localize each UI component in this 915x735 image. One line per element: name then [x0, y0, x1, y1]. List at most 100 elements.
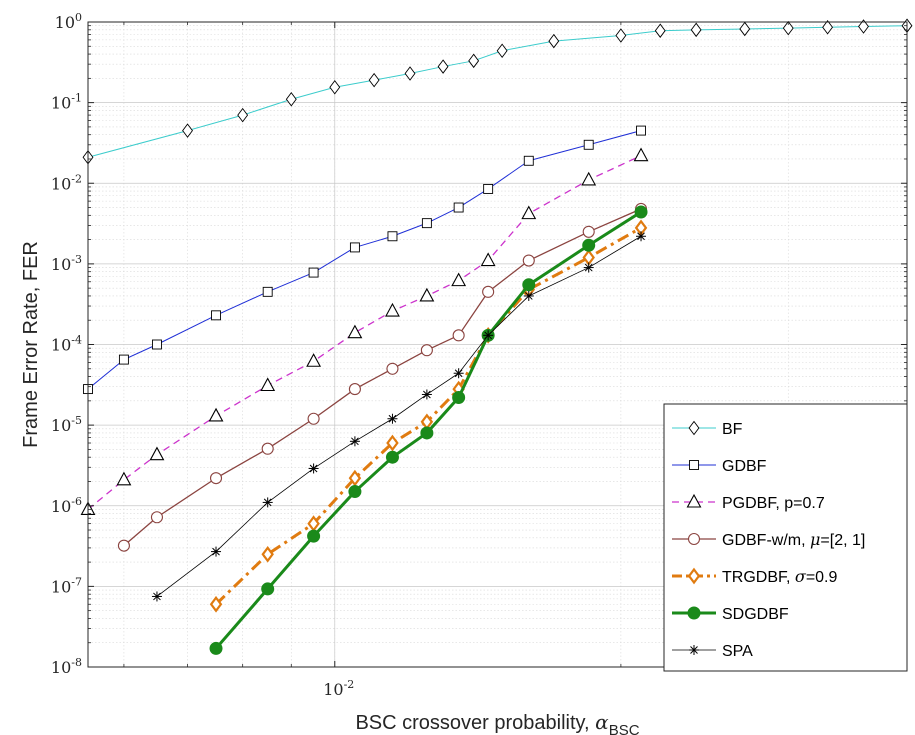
data-point — [421, 389, 432, 400]
data-point — [209, 472, 223, 485]
asterisk-stroke — [388, 414, 397, 423]
asterisk-stroke — [454, 369, 463, 378]
data-point — [522, 254, 535, 267]
data-point — [636, 125, 646, 136]
data-point — [152, 339, 162, 350]
data-point — [261, 545, 274, 563]
x-tick-label: 10-2 — [323, 678, 354, 699]
data-point — [208, 407, 224, 422]
data-point — [149, 446, 165, 461]
data-point — [150, 511, 164, 524]
legend-marker — [686, 493, 702, 508]
data-point — [368, 72, 380, 88]
y-tick-label: 100 — [55, 11, 82, 32]
data-point — [349, 436, 360, 447]
asterisk-stroke — [690, 646, 698, 654]
legend-marker — [688, 420, 700, 436]
data-point — [421, 218, 432, 229]
data-point — [386, 434, 399, 452]
series-1 — [83, 125, 646, 395]
data-point — [348, 383, 361, 396]
data-point — [452, 391, 466, 405]
x-axis-label: BSC crossover probability, αBSC — [355, 710, 639, 735]
asterisk-stroke — [309, 464, 318, 473]
data-point — [483, 183, 494, 194]
data-point — [387, 231, 398, 242]
data-point — [583, 262, 594, 273]
data-point — [348, 469, 362, 487]
series-2 — [80, 147, 649, 515]
legend-label: BF — [722, 421, 743, 438]
legend-marker — [689, 460, 699, 470]
data-point — [118, 354, 129, 365]
y-tick-label: 10-2 — [51, 172, 82, 193]
data-point — [386, 362, 399, 375]
data-point — [307, 412, 320, 425]
asterisk-stroke — [584, 263, 593, 272]
asterisk-stroke — [484, 331, 492, 340]
data-point — [182, 123, 193, 138]
data-point — [452, 329, 465, 342]
data-point — [634, 205, 648, 219]
data-point — [548, 33, 560, 49]
data-point — [482, 285, 495, 298]
legend-marker — [687, 606, 701, 620]
data-point — [116, 471, 132, 486]
data-point — [453, 202, 464, 213]
data-point — [582, 249, 595, 266]
data-point — [387, 413, 398, 424]
data-point — [261, 442, 274, 455]
data-point — [385, 450, 399, 464]
asterisk-stroke — [153, 592, 161, 601]
y-tick-label: 10-1 — [51, 92, 82, 113]
legend-label: TRGDBF, σ=0.9 — [722, 567, 838, 586]
legend-marker — [687, 567, 701, 585]
data-point — [308, 267, 319, 278]
data-point — [782, 20, 794, 36]
y-tick-label: 10-5 — [51, 414, 82, 435]
data-point — [260, 377, 276, 392]
series-line — [87, 25, 908, 158]
data-point — [581, 171, 597, 186]
legend-marker — [689, 645, 699, 655]
tick-labels: 100 10-1 10-2 10-3 10-4 10-5 10-6 10-7 10-8 10-2 — [51, 11, 354, 699]
legend-label: SDGDBF — [722, 606, 789, 623]
data-point — [739, 21, 751, 37]
series-3 — [117, 202, 648, 552]
asterisk-stroke — [637, 232, 645, 241]
series-line — [123, 208, 642, 547]
asterisk-stroke — [351, 437, 359, 446]
data-point — [636, 231, 647, 242]
data-point — [306, 353, 322, 367]
data-point — [583, 139, 594, 150]
data-point — [348, 485, 362, 499]
data-point — [453, 368, 464, 379]
data-point — [582, 238, 596, 252]
data-point — [582, 225, 595, 238]
data-point — [523, 290, 534, 301]
data-point — [262, 286, 273, 297]
asterisk-stroke — [212, 547, 220, 556]
legend-box — [663, 403, 908, 672]
data-point — [654, 23, 666, 38]
series-4 — [209, 219, 648, 613]
data-point — [349, 242, 360, 253]
data-point — [690, 22, 702, 38]
data-point — [385, 302, 400, 317]
data-point — [329, 80, 341, 95]
data-point — [307, 529, 321, 543]
legend-label: SPA — [722, 643, 753, 660]
data-point — [261, 582, 275, 596]
data-point — [308, 463, 319, 474]
data-point — [420, 426, 434, 440]
series-6 — [151, 231, 647, 602]
data-point — [480, 252, 496, 267]
data-point — [211, 310, 221, 321]
data-point — [615, 28, 627, 43]
data-point — [858, 19, 869, 34]
data-point — [117, 539, 130, 552]
legend: BF GDBF PGDBF, p=0.7 GDBF-w/m, μ=[2, 1] TRGD… — [663, 403, 908, 672]
series-0 — [82, 18, 913, 165]
asterisk-stroke — [423, 390, 431, 399]
